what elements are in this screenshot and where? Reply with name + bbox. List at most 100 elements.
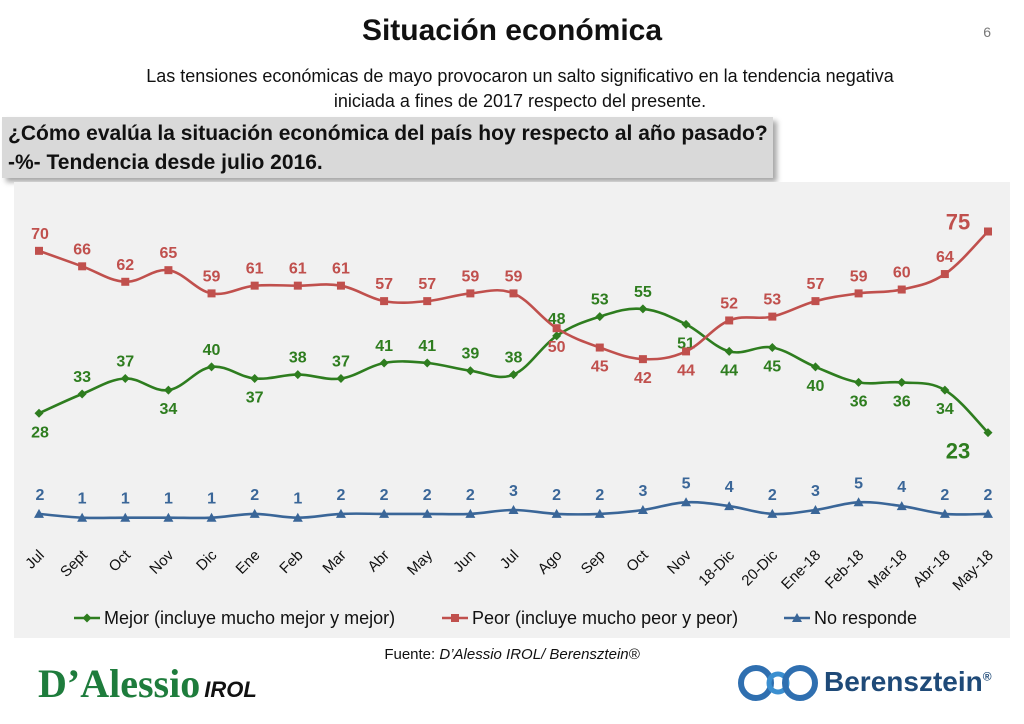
point-mejor [163,385,173,395]
legend-marker-peor [451,614,459,622]
legend-label-no-responde: No responde [814,608,917,628]
point-no-responde [853,497,864,507]
data-label-mejor: 38 [505,350,523,367]
data-label-peor: 53 [763,292,781,309]
data-label-peor: 57 [375,276,393,293]
registered-mark: ® [982,669,992,684]
x-tick-label: Abr-18 [910,547,954,591]
point-peor [466,289,475,298]
point-mejor [810,362,820,372]
data-label-no-responde: 4 [897,479,906,496]
data-label-peor: 42 [634,370,652,387]
data-label-mejor: 34 [160,401,178,418]
point-no-responde [551,508,562,518]
data-label-mejor: 39 [461,346,479,363]
point-no-responde [508,504,519,514]
data-label-no-responde: 4 [725,479,734,496]
x-tick-label: Ene-18 [778,547,824,593]
legend-label-mejor: Mejor (incluye mucho mejor y mejor) [104,608,395,628]
x-tick-label: Abr [364,547,393,576]
point-peor [293,281,302,290]
data-label-mejor: 28 [31,424,49,441]
data-label-mejor: 36 [893,393,911,410]
question-text: ¿Cómo evalúa la situación económica del … [8,122,768,145]
legend-marker-mejor [82,613,92,623]
dalessio-logo-text: D’Alessio [38,661,201,706]
point-mejor [336,373,346,383]
point-peor [638,355,647,364]
data-label-no-responde: 2 [552,487,561,504]
x-tick-label: Sep [578,547,609,578]
data-label-mejor: 40 [203,342,221,359]
point-no-responde [939,508,950,518]
data-label-peor: 44 [677,362,695,379]
data-label-peor: 59 [461,268,479,285]
question-subtext: -%- Tendencia desde julio 2016. [8,151,323,174]
x-tick-label: Nov [146,546,177,577]
x-tick-label: Ago [535,547,566,578]
point-mejor [34,408,44,418]
data-label-peor: 45 [591,359,609,376]
point-no-responde [206,512,217,522]
data-label-no-responde: 2 [466,487,475,504]
subtitle-line-2: iniciada a fines de 2017 respecto del pr… [333,91,707,111]
data-label-no-responde: 2 [595,487,604,504]
data-label-mejor: 23 [946,439,970,464]
point-peor [78,262,87,271]
source-text: D’Alessio IROL/ Berensztein® [439,646,640,663]
point-mejor [293,370,303,380]
data-label-mejor: 53 [591,292,609,309]
data-label-mejor: 37 [332,353,350,370]
x-tick-label: May-18 [949,547,996,594]
page-title: Situación económica [361,14,663,47]
data-label-mejor: 37 [246,389,264,406]
point-mejor [250,373,260,383]
point-peor [250,281,259,290]
point-peor [854,289,863,298]
page-number: 6 [983,24,991,40]
source-note: Fuente: D’Alessio IROL/ Berensztein® [0,646,1024,663]
point-peor [768,312,777,321]
dalessio-logo: D’Alessio IROL [38,660,257,706]
point-peor [725,316,734,325]
subtitle-line-1: Las tensiones económicas de mayo provoca… [146,66,894,86]
data-label-peor: 59 [850,268,868,285]
chart-area: 28 33 37 34 40 37 38 37 41 41 39 38 48 53 55 51 44 45 40 36… [14,182,1010,638]
point-no-responde [724,501,735,511]
data-label-mejor: 44 [720,362,738,379]
point-no-responde [594,508,605,518]
point-no-responde [767,508,778,518]
data-label-peor: 62 [116,257,134,274]
x-tick-label: Feb-18 [822,547,868,593]
data-label-peor: 61 [246,261,264,278]
point-mejor [552,331,562,341]
point-no-responde [249,508,260,518]
point-mejor [724,346,734,356]
data-label-peor: 65 [160,245,178,262]
legend-label-peor: Peor (incluye mucho peor y peor) [472,608,738,628]
data-label-no-responde: 2 [380,487,389,504]
data-label-peor: 52 [720,295,738,312]
data-label-peor: 66 [73,241,91,258]
data-label-peor: 64 [936,249,954,266]
data-label-mejor: 40 [807,378,825,395]
point-peor [336,281,345,290]
x-tick-label: May [404,546,436,578]
x-tick-label: Jul [22,547,48,573]
point-peor [682,347,691,356]
point-no-responde [681,497,692,507]
point-no-responde [292,512,303,522]
berensztein-logo: Berensztein® [738,664,992,704]
x-tick-label: Nov [664,546,695,577]
point-no-responde [163,512,174,522]
point-mejor [77,389,87,399]
data-label-peor: 60 [893,265,911,282]
point-peor [509,289,518,298]
data-label-mejor: 34 [936,401,954,418]
data-label-no-responde: 3 [509,483,518,500]
point-no-responde [983,508,993,518]
point-mejor [983,428,993,438]
point-mejor [120,373,130,383]
x-tick-label: Sept [57,546,91,580]
